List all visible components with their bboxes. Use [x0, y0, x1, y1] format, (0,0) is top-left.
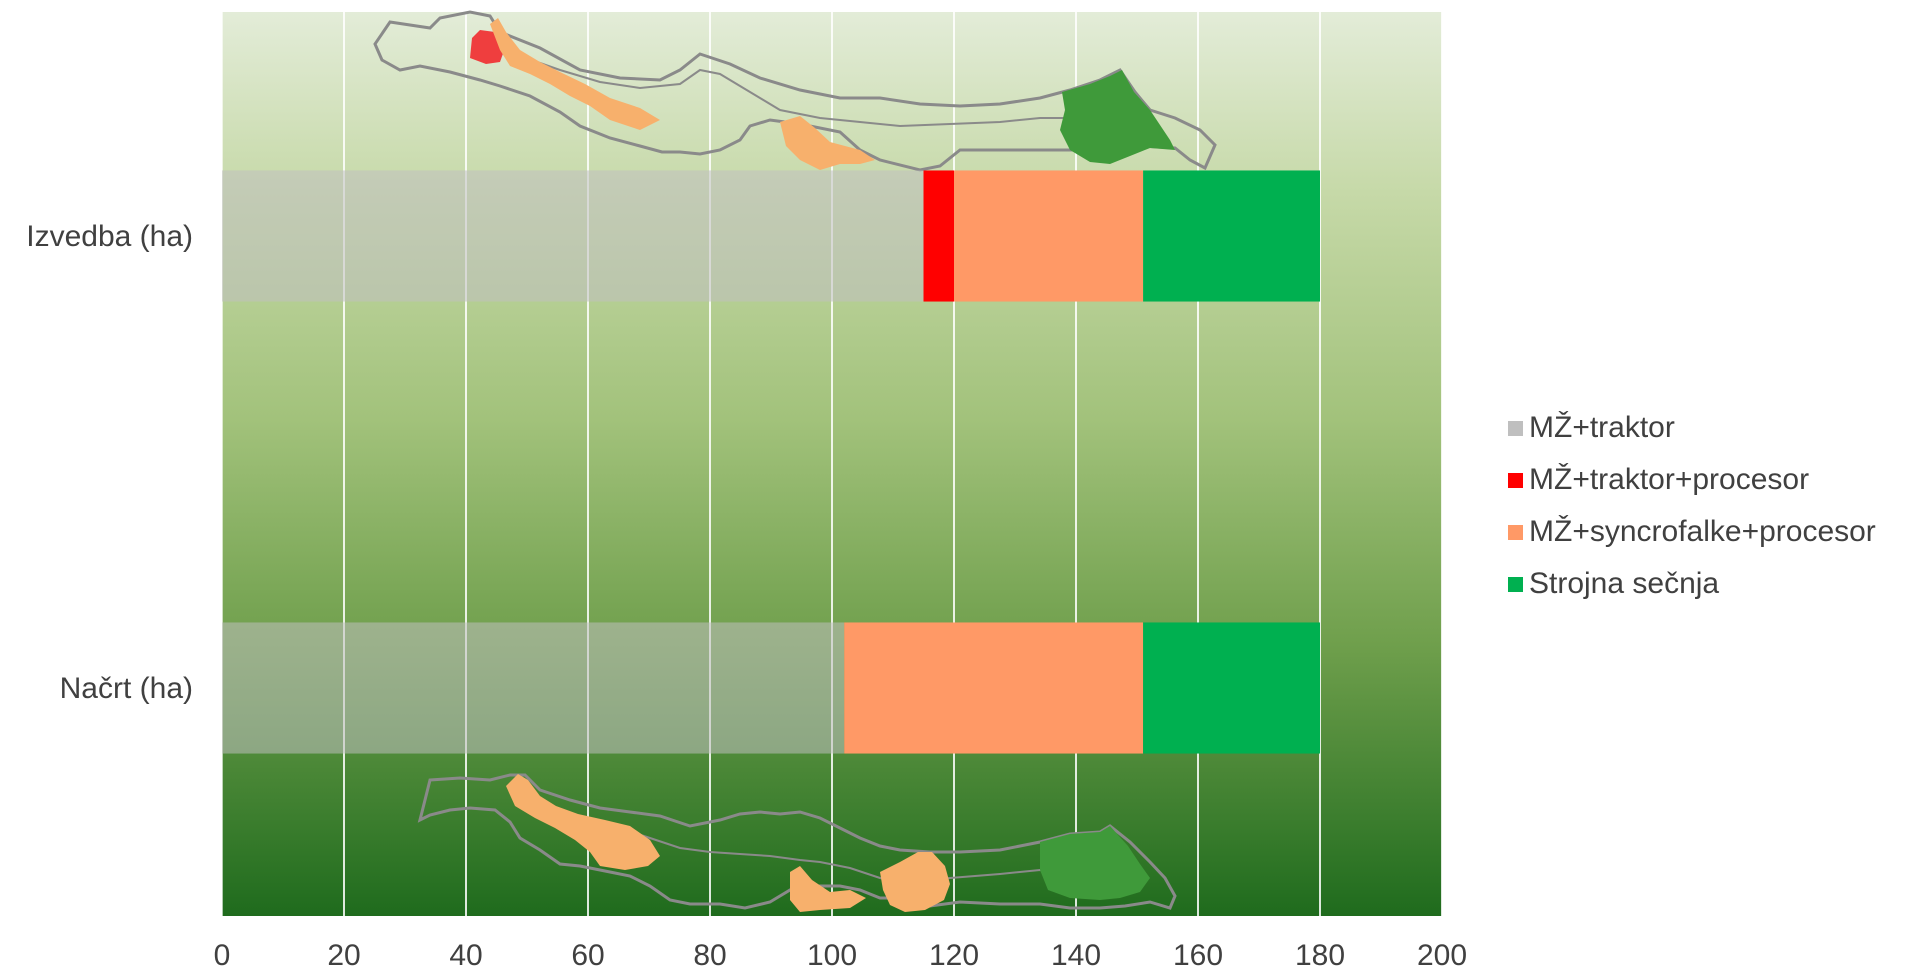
- map-outline-bottom: [417, 773, 1177, 910]
- legend-label: MŽ+syncrofalke+procesor: [1529, 515, 1876, 548]
- category-label: Izvedba (ha): [26, 220, 193, 253]
- legend-item: Strojna sečnja: [1508, 558, 1876, 610]
- map-orange-area-bottom-3: [880, 852, 950, 912]
- legend-item: MŽ+syncrofalke+procesor: [1508, 506, 1876, 558]
- bars: [222, 170, 1320, 754]
- bar-segment: [222, 622, 845, 754]
- bar-segment: [844, 622, 1144, 754]
- legend-item: MŽ+traktor+procesor: [1508, 454, 1876, 506]
- legend-swatch: [1508, 472, 1523, 488]
- x-tick-label: 140: [1051, 939, 1101, 972]
- tick-labels: 0 20 40 60 80 100 120 140 160 180 200: [214, 939, 1467, 972]
- legend-label: Strojna sečnja: [1529, 567, 1720, 600]
- map-outline-top: [373, 10, 1217, 172]
- bar-segment: [954, 170, 1144, 302]
- bar-segment: [222, 170, 924, 302]
- legend-item: MŽ+traktor: [1508, 402, 1876, 454]
- bar-segment: [1143, 622, 1320, 754]
- x-tick-label: 40: [449, 939, 482, 972]
- bar-segment: [923, 170, 954, 302]
- map-illustration-bottom: [417, 773, 1177, 912]
- x-tick-label: 100: [807, 939, 857, 972]
- category-label: Načrt (ha): [60, 672, 193, 705]
- x-tick-label: 20: [327, 939, 360, 972]
- legend-swatch: [1508, 576, 1523, 592]
- map-green-area-bottom: [1040, 826, 1150, 900]
- map-orange-area-bottom-1: [506, 774, 660, 870]
- legend-swatch: [1508, 420, 1523, 436]
- map-orange-area-top-2: [780, 116, 875, 170]
- x-tick-label: 0: [214, 939, 231, 972]
- legend-label: MŽ+traktor: [1529, 411, 1675, 444]
- x-tick-label: 80: [693, 939, 726, 972]
- x-tick-label: 160: [1173, 939, 1223, 972]
- x-tick-label: 60: [571, 939, 604, 972]
- x-tick-label: 200: [1417, 939, 1467, 972]
- category-labels: Izvedba (ha) Načrt (ha): [26, 220, 193, 705]
- map-illustration-top: [373, 10, 1217, 172]
- bar-segment: [1143, 170, 1320, 302]
- x-tick-label: 120: [929, 939, 979, 972]
- legend-swatch: [1508, 524, 1523, 540]
- map-inner-line-top: [519, 55, 1131, 141]
- legend-label: MŽ+traktor+procesor: [1529, 463, 1810, 496]
- x-tick-label: 180: [1295, 939, 1345, 972]
- map-orange-area-bottom-2: [790, 866, 866, 912]
- map-green-area-top: [1060, 70, 1175, 164]
- legend: MŽ+traktor MŽ+traktor+procesor MŽ+syncrofa…: [1508, 402, 1876, 610]
- map-orange-area-top-1: [490, 18, 660, 130]
